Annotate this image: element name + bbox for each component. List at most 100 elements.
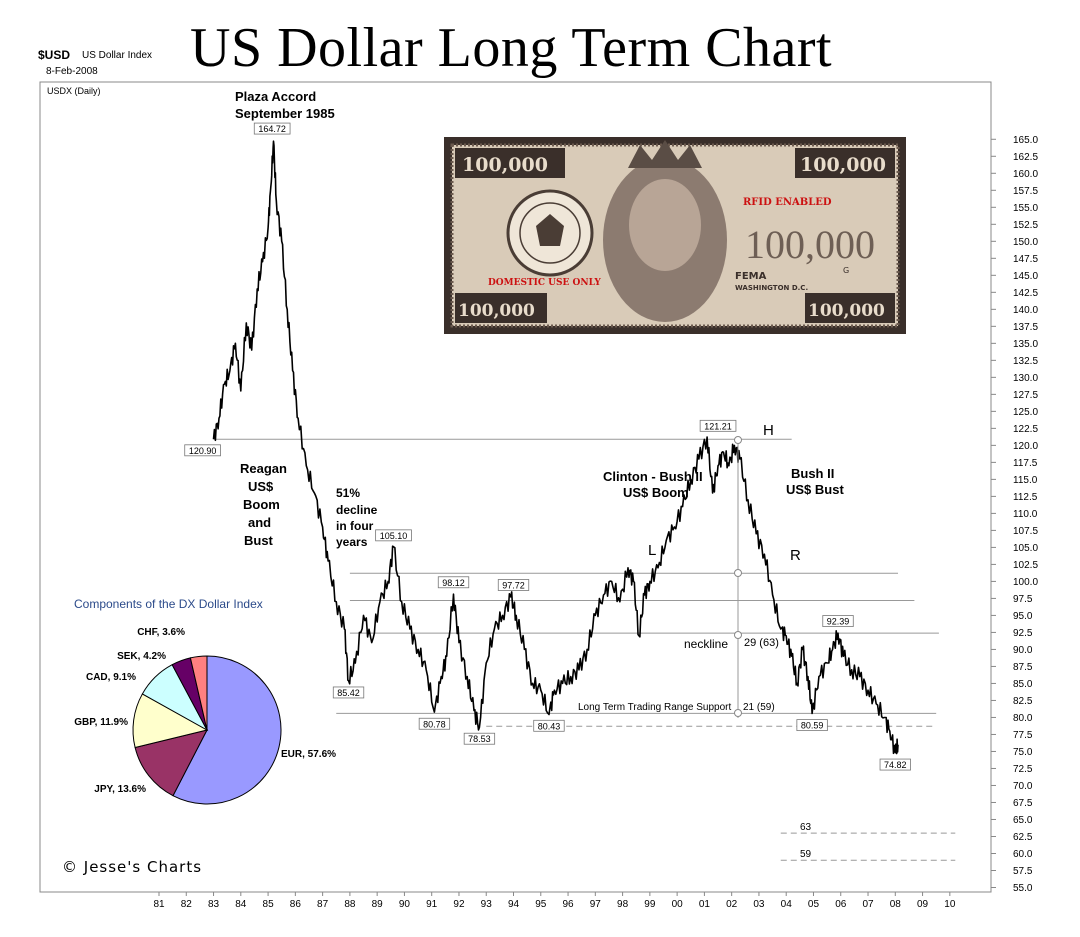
y-tick-label: 92.5: [1013, 628, 1033, 639]
price-label: 92.39: [827, 617, 850, 627]
banknote-rfid: RFID ENABLED: [743, 197, 832, 208]
x-tick-label: 92: [453, 899, 465, 910]
y-tick-label: 112.5: [1013, 492, 1038, 503]
annotation-clinton-1: Clinton - Bush II: [603, 469, 703, 484]
measure-marker-support: [734, 709, 742, 717]
price-label-box: [375, 529, 412, 542]
y-tick-label: 117.5: [1013, 458, 1038, 469]
pie-chart: EUR, 57.6% JPY, 13.6% GBP, 11.9% CAD, 9.1% S…: [74, 627, 336, 805]
banknote-center-value: 100,000: [745, 222, 875, 267]
plot-frame: [39, 81, 992, 893]
x-tick-label: 06: [835, 899, 847, 910]
y-tick-label: 140.0: [1013, 305, 1038, 316]
y-tick-label: 152.5: [1013, 220, 1038, 231]
y-tick-label: 135.0: [1013, 339, 1038, 350]
y-tick-label: 87.5: [1013, 662, 1033, 673]
annotation-support: Long Term Trading Range Support: [578, 702, 731, 713]
x-tick-label: 83: [208, 899, 220, 910]
banknote-value-tr: 100,000: [800, 154, 886, 176]
x-tick-label: 00: [672, 899, 684, 910]
x-tick-label: 81: [153, 899, 165, 910]
y-tick-label: 115.0: [1013, 475, 1038, 486]
measure-marker-shoulder: [734, 569, 742, 577]
annotation-clinton-2: US$ Boom: [623, 485, 689, 500]
x-tick-label: 05: [808, 899, 820, 910]
banknote-value-bl: 100,000: [458, 301, 535, 321]
annotation-target-63: 63: [800, 822, 812, 833]
y-tick-label: 125.0: [1013, 407, 1038, 418]
y-tick-label: 67.5: [1013, 798, 1033, 809]
x-tick-label: 07: [862, 899, 874, 910]
price-label-box: [796, 719, 828, 732]
x-tick-label: 97: [590, 899, 602, 910]
x-tick-label: 03: [753, 899, 765, 910]
price-label-box: [497, 579, 530, 591]
y-tick-label: 95.0: [1013, 611, 1033, 622]
pie-slice-label: CHF, 3.6%: [137, 627, 185, 638]
page-title: US Dollar Long Term Chart: [190, 17, 833, 79]
y-tick-label: 100.0: [1013, 577, 1038, 588]
y-tick-label: 72.5: [1013, 764, 1033, 775]
price-label-box: [332, 686, 365, 699]
x-tick-label: 01: [699, 899, 711, 910]
y-tick-label: 130.0: [1013, 373, 1038, 384]
banknote-domestic: DOMESTIC USE ONLY: [488, 278, 601, 288]
x-tick-label: 88: [344, 899, 356, 910]
price-label: 164.72: [258, 124, 286, 134]
x-tick-label: 90: [399, 899, 411, 910]
y-tick-label: 150.0: [1013, 237, 1038, 248]
y-tick-label: 127.5: [1013, 390, 1038, 401]
x-tick-label: 84: [235, 899, 247, 910]
measure-marker-neck: [734, 631, 742, 639]
price-label-box: [463, 732, 496, 745]
annotation-neckline: neckline: [684, 637, 728, 651]
y-tick-label: 102.5: [1013, 560, 1038, 571]
annotation-target-59: 59: [800, 849, 812, 860]
y-tick-label: 145.0: [1013, 271, 1038, 282]
y-tick-label: 75.0: [1013, 747, 1033, 758]
x-tick-label: 94: [508, 899, 520, 910]
y-tick-label: 62.5: [1013, 832, 1033, 843]
pie-slice-label: EUR, 57.6%: [281, 749, 336, 760]
annotation-right-shoulder: R: [790, 547, 801, 564]
banknote-agency: FEMA: [735, 271, 767, 282]
y-tick-label: 97.5: [1013, 594, 1033, 605]
price-label: 98.12: [442, 578, 465, 588]
banknote-seal-ring: [519, 202, 581, 264]
y-tick-label: 77.5: [1013, 730, 1033, 741]
crown-icon: [628, 140, 702, 168]
x-tick-label: 98: [617, 899, 629, 910]
y-tick-label: 80.0: [1013, 713, 1033, 724]
x-tick-label: 86: [290, 899, 302, 910]
annotation-reagan-2: US$: [248, 479, 274, 494]
price-label-box: [699, 419, 737, 432]
symbol-code: $USD: [38, 48, 71, 62]
price-label-box: [437, 576, 470, 589]
price-label-box: [184, 444, 221, 457]
measure-marker-top: [734, 436, 742, 444]
symbol-description: US Dollar Index: [82, 50, 153, 61]
y-tick-label: 70.0: [1013, 781, 1033, 792]
annotation-head: H: [763, 422, 774, 439]
annotation-decline-4: years: [336, 535, 368, 549]
portrait-face: [629, 179, 701, 271]
pie-slice: [134, 729, 208, 797]
pie-slice-label: CAD, 9.1%: [86, 672, 136, 683]
price-label: 80.59: [801, 721, 824, 731]
brand-footer: © Jesse's Charts: [62, 858, 203, 876]
x-tick-label: 85: [263, 899, 275, 910]
banknote-value-br: 100,000: [808, 301, 885, 321]
annotation-neck-measure: 29 (63): [744, 637, 779, 649]
annotation-decline-3: in four: [336, 519, 374, 533]
y-tick-label: 57.5: [1013, 866, 1033, 877]
pie-slice-label: SEK, 4.2%: [117, 651, 166, 662]
price-label-box: [879, 758, 911, 771]
y-tick-label: 137.5: [1013, 322, 1038, 333]
y-tick-label: 122.5: [1013, 424, 1038, 435]
horizontal-lines: [213, 438, 956, 861]
price-label: 120.90: [189, 446, 217, 456]
y-tick-label: 157.5: [1013, 186, 1038, 197]
y-tick-label: 110.0: [1013, 509, 1038, 520]
x-tick-label: 96: [562, 899, 574, 910]
pie-slice-label: JPY, 13.6%: [94, 784, 146, 795]
